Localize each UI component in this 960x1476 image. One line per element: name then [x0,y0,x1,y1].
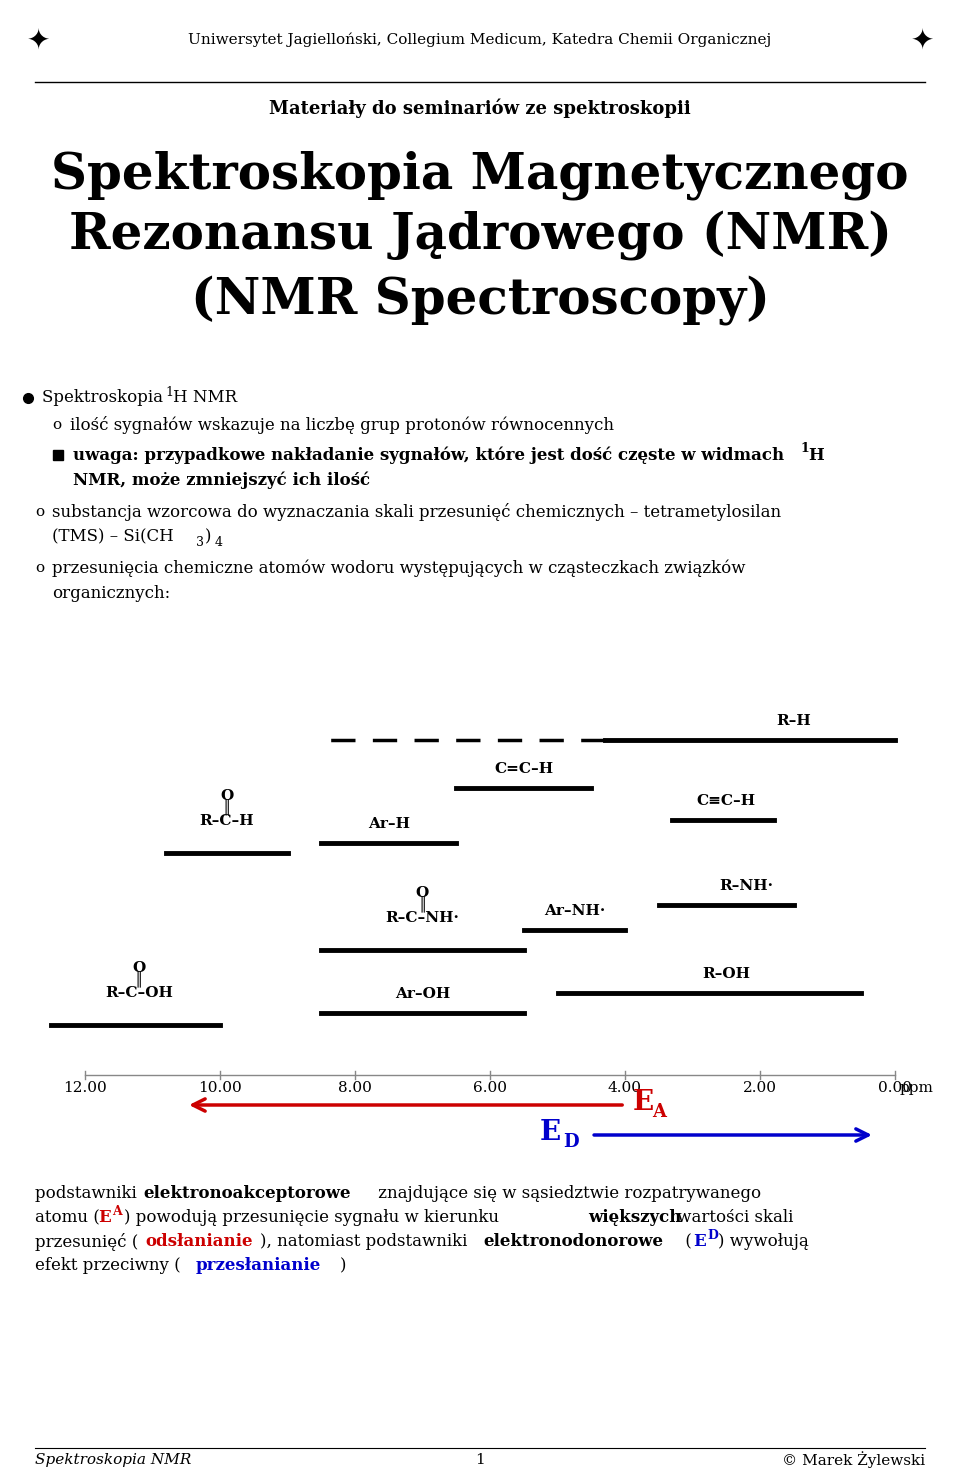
Text: O: O [416,886,429,900]
Text: o: o [35,505,44,520]
Text: ): ) [205,528,211,546]
Text: atomu (: atomu ( [35,1209,100,1227]
Text: wartości skali: wartości skali [672,1209,793,1227]
Text: ║: ║ [419,896,426,912]
Text: Ar–H: Ar–H [368,818,410,831]
Text: 6.00: 6.00 [473,1080,507,1095]
Text: ✦: ✦ [910,27,934,55]
Text: 12.00: 12.00 [63,1080,107,1095]
Text: ) wywołują: ) wywołują [718,1232,808,1250]
Text: przesunięcia chemiczne atomów wodoru występujących w cząsteczkach związków: przesunięcia chemiczne atomów wodoru wys… [52,559,746,577]
Text: Spektroskopia: Spektroskopia [42,390,168,406]
Text: 0.00: 0.00 [878,1080,912,1095]
Text: o: o [35,561,44,576]
Text: organicznych:: organicznych: [52,584,170,602]
Text: R–OH: R–OH [703,967,751,982]
Text: A: A [652,1103,666,1120]
Text: elektronodonorowe: elektronodonorowe [483,1232,663,1250]
Text: Rezonansu Jądrowego (NMR): Rezonansu Jądrowego (NMR) [68,210,892,260]
Text: NMR, może zmniejszyć ich ilość: NMR, może zmniejszyć ich ilość [73,471,371,489]
Text: R–C–H: R–C–H [200,813,254,828]
Text: © Marek Żylewski: © Marek Żylewski [781,1451,925,1469]
Text: (NMR Spectroscopy): (NMR Spectroscopy) [191,275,769,325]
Text: ║: ║ [134,970,143,987]
Text: Ar–OH: Ar–OH [395,987,450,1001]
Text: E: E [540,1119,562,1145]
Text: ✦: ✦ [26,27,50,55]
Text: Spektroskopia NMR: Spektroskopia NMR [35,1452,191,1467]
Text: ), natomiast podstawniki: ), natomiast podstawniki [260,1232,472,1250]
Text: 1: 1 [475,1452,485,1467]
Text: Spektroskopia Magnetycznego: Spektroskopia Magnetycznego [51,151,909,199]
Text: przesunięć (: przesunięć ( [35,1232,138,1252]
Text: ): ) [340,1258,347,1274]
Text: R–NH·: R–NH· [719,880,774,893]
Text: 4: 4 [215,536,223,549]
Text: ilość sygnałów wskazuje na liczbę grup protonów równocennych: ilość sygnałów wskazuje na liczbę grup p… [70,416,614,434]
Text: O: O [220,790,233,803]
Text: (: ( [680,1232,692,1250]
Text: Materiały do seminariów ze spektroskopii: Materiały do seminariów ze spektroskopii [269,99,691,118]
Text: C=C–H: C=C–H [494,762,553,776]
Text: ) powodują przesunięcie sygnału w kierunku: ) powodują przesunięcie sygnału w kierun… [124,1209,504,1227]
Text: 1: 1 [800,443,808,456]
Text: 8.00: 8.00 [338,1080,372,1095]
Text: A: A [112,1204,122,1218]
Text: R–C–OH: R–C–OH [105,986,173,1001]
Text: o: o [52,418,61,432]
Text: D: D [707,1230,718,1241]
Text: efekt przeciwny (: efekt przeciwny ( [35,1258,180,1274]
Text: Uniwersytet Jagielloński, Collegium Medicum, Katedra Chemii Organicznej: Uniwersytet Jagielloński, Collegium Medi… [188,32,772,47]
Text: H: H [808,447,824,463]
Text: E: E [98,1209,110,1227]
Text: ppm: ppm [900,1080,934,1095]
Text: C≡C–H: C≡C–H [697,794,756,807]
Text: 1: 1 [165,385,173,399]
Text: elektronoakceptorowe: elektronoakceptorowe [143,1185,350,1201]
Text: Ar–NH·: Ar–NH· [543,903,605,918]
Text: 4.00: 4.00 [608,1080,642,1095]
Text: substancja wzorcowa do wyznaczania skali przesunięć chemicznych – tetrametylosil: substancja wzorcowa do wyznaczania skali… [52,503,781,521]
Text: uwaga: przypadkowe nakładanie sygnałów, które jest dość częste w widmach: uwaga: przypadkowe nakładanie sygnałów, … [73,446,790,463]
Text: podstawniki: podstawniki [35,1185,142,1201]
Text: 3: 3 [196,536,204,549]
Text: przesłanianie: przesłanianie [196,1258,322,1274]
Text: odsłanianie: odsłanianie [145,1232,252,1250]
Text: D: D [564,1134,579,1151]
Text: R–C–NH·: R–C–NH· [386,911,460,925]
Text: E: E [633,1088,654,1116]
Text: (TMS) – Si(CH: (TMS) – Si(CH [52,528,174,546]
Text: większych: większych [588,1209,682,1227]
Text: znajdujące się w sąsiedztwie rozpatrywanego: znajdujące się w sąsiedztwie rozpatrywan… [373,1185,761,1201]
Text: O: O [132,961,146,976]
Text: ║: ║ [223,799,231,815]
Text: R–H: R–H [777,714,811,728]
Text: 10.00: 10.00 [198,1080,242,1095]
Text: 2.00: 2.00 [743,1080,777,1095]
Text: H NMR: H NMR [173,390,237,406]
Text: E: E [693,1232,706,1250]
